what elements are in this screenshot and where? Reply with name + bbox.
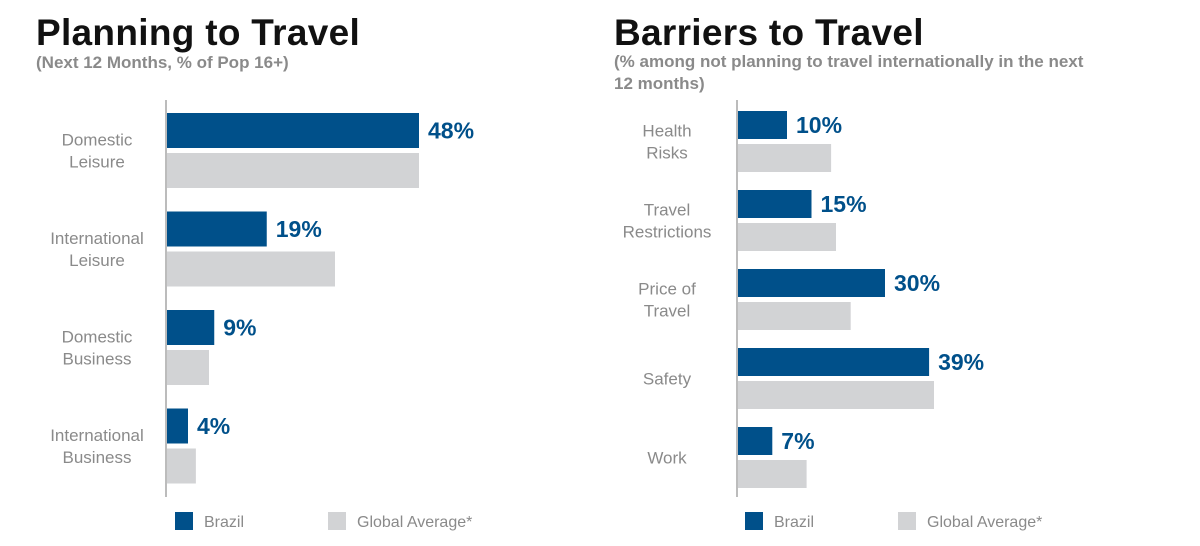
- legend-label-0: Brazil: [774, 514, 814, 531]
- value-label-4: 7%: [781, 428, 814, 454]
- bar-global-4: [738, 460, 807, 488]
- legend-label-0: Brazil: [204, 514, 244, 531]
- category-label-3: International Business: [50, 426, 144, 467]
- chart-title: Planning to Travel: [36, 12, 361, 53]
- bar-global-1: [167, 251, 335, 287]
- bar-brazil-0: [167, 113, 419, 148]
- planning-to-travel-chart: 48% Domestic Leisure 19% International Leisur…: [50, 100, 474, 531]
- category-label-0: Domestic Leisure: [62, 131, 133, 172]
- bar-global-2: [167, 350, 209, 385]
- value-label-2: 30%: [894, 270, 940, 296]
- bar-global-3: [738, 381, 934, 409]
- bar-global-3: [167, 448, 196, 484]
- category-label-2: Price of Travel: [638, 280, 696, 321]
- category-label-1: Travel Restrictions: [623, 201, 712, 242]
- category-label-4: Work: [647, 449, 687, 468]
- bar-brazil-3: [738, 348, 930, 376]
- value-label-0: 10%: [796, 112, 842, 138]
- value-label-2: 9%: [223, 315, 256, 341]
- legend-swatch-0: [175, 512, 193, 530]
- chart-title: Barriers to Travel: [614, 12, 924, 53]
- bar-brazil-2: [167, 310, 215, 345]
- legend-label-1: Global Average*: [927, 514, 1042, 531]
- category-label-1: International Leisure: [50, 229, 144, 270]
- chart-subtitle: (Next 12 Months, % of Pop 16+): [36, 53, 289, 72]
- category-label-2: Domestic Business: [62, 328, 133, 369]
- bar-brazil-2: [738, 269, 885, 297]
- bar-brazil-1: [738, 190, 812, 218]
- bar-global-1: [738, 223, 836, 251]
- category-label-0: Health Risks: [642, 122, 691, 163]
- value-label-0: 48%: [428, 118, 474, 144]
- bar-brazil-0: [738, 111, 787, 139]
- legend-swatch-1: [898, 512, 916, 530]
- category-label-3: Safety: [643, 370, 692, 389]
- bar-global-0: [167, 153, 419, 188]
- barriers-to-travel-panel: Barriers to Travel (% among not planning…: [600, 0, 1200, 546]
- value-label-3: 39%: [938, 349, 984, 375]
- legend-swatch-1: [328, 512, 346, 530]
- bar-brazil-1: [167, 211, 267, 247]
- legend-swatch-0: [745, 512, 763, 530]
- chart-subtitle: (% among not planning to travel internat…: [614, 52, 1084, 93]
- value-label-1: 15%: [821, 191, 867, 217]
- value-label-1: 19%: [276, 216, 322, 242]
- planning-to-travel-panel: Planning to Travel (Next 12 Months, % of…: [36, 12, 474, 531]
- bar-brazil-4: [738, 427, 773, 455]
- barriers-to-travel-chart: 10% Health Risks 15% Travel Restrictions 30% Pr…: [623, 100, 1042, 531]
- bar-brazil-3: [167, 408, 188, 444]
- bar-global-0: [738, 144, 832, 172]
- legend-label-1: Global Average*: [357, 514, 472, 531]
- value-label-3: 4%: [197, 413, 230, 439]
- bar-global-2: [738, 302, 851, 330]
